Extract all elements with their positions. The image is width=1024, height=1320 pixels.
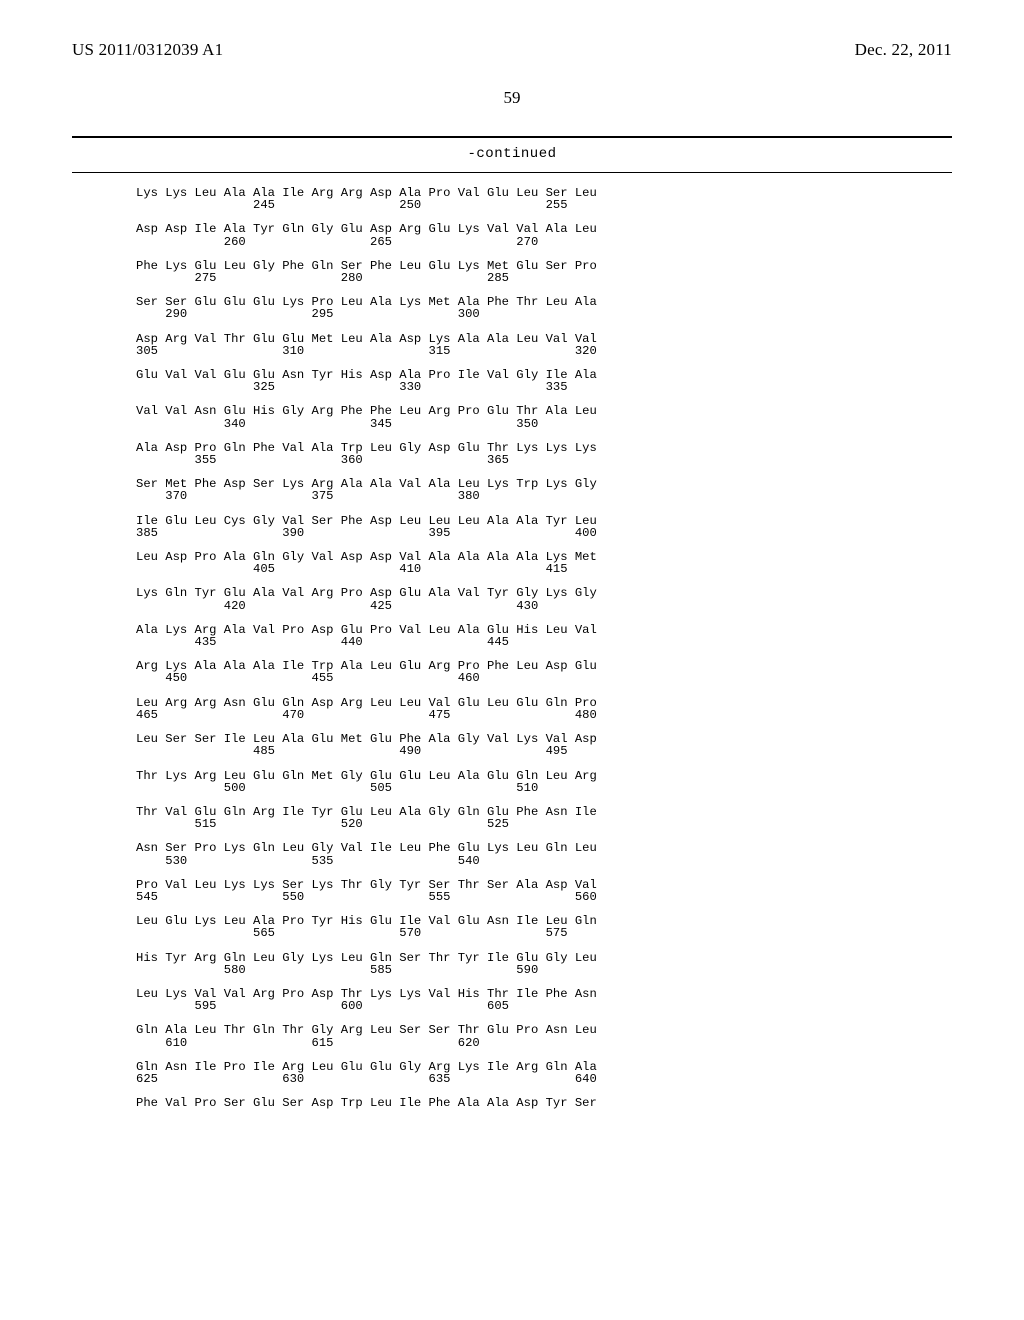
aa-row: His Tyr Arg Gln Leu Gly Lys Leu Gln Ser … [136,952,952,964]
position-row: 275 280 285 [136,272,952,284]
rule-top [72,136,952,138]
position-row: 530 535 540 [136,855,952,867]
publication-number: US 2011/0312039 A1 [72,40,223,60]
position-row: 340 345 350 [136,418,952,430]
page: US 2011/0312039 A1 Dec. 22, 2011 59 -con… [0,0,1024,1320]
position-row: 515 520 525 [136,818,952,830]
aa-row: Asp Arg Val Thr Glu Glu Met Leu Ala Asp … [136,333,952,345]
continued-label: -continued [72,146,952,162]
position-row: 595 600 605 [136,1000,952,1012]
position-row: 290 295 300 [136,308,952,320]
position-row: 370 375 380 [136,490,952,502]
position-row: 435 440 445 [136,636,952,648]
rule-mid [72,172,952,173]
position-row: 405 410 415 [136,563,952,575]
position-row: 325 330 335 [136,381,952,393]
position-row: 545 550 555 560 [136,891,952,903]
sequence-listing-block: -continued Lys Lys Leu Ala Ala Ile Arg A… [72,136,952,1109]
page-number: 59 [72,88,952,108]
position-row: 245 250 255 [136,199,952,211]
position-row: 305 310 315 320 [136,345,952,357]
position-row: 355 360 365 [136,454,952,466]
position-row: 450 455 460 [136,672,952,684]
position-row: 465 470 475 480 [136,709,952,721]
position-row: 610 615 620 [136,1037,952,1049]
position-row: 420 425 430 [136,600,952,612]
position-row: 260 265 270 [136,236,952,248]
aa-row: Lys Gln Tyr Glu Ala Val Arg Pro Asp Glu … [136,587,952,599]
position-row: 500 505 510 [136,782,952,794]
page-header: US 2011/0312039 A1 Dec. 22, 2011 [72,40,952,60]
aa-row: Val Val Asn Glu His Gly Arg Phe Phe Leu … [136,405,952,417]
position-row: 625 630 635 640 [136,1073,952,1085]
aa-row: Thr Lys Arg Leu Glu Gln Met Gly Glu Glu … [136,770,952,782]
position-row: 565 570 575 [136,927,952,939]
position-row: 580 585 590 [136,964,952,976]
aa-row: Phe Val Pro Ser Glu Ser Asp Trp Leu Ile … [136,1097,952,1109]
position-row: 485 490 495 [136,745,952,757]
position-row: 385 390 395 400 [136,527,952,539]
aa-row: Gln Ala Leu Thr Gln Thr Gly Arg Leu Ser … [136,1024,952,1036]
sequence-area: Lys Lys Leu Ala Ala Ile Arg Arg Asp Ala … [136,187,952,1109]
aa-row: Asn Ser Pro Lys Gln Leu Gly Val Ile Leu … [136,842,952,854]
aa-row: Asp Asp Ile Ala Tyr Gln Gly Glu Asp Arg … [136,223,952,235]
publication-date: Dec. 22, 2011 [855,40,952,60]
